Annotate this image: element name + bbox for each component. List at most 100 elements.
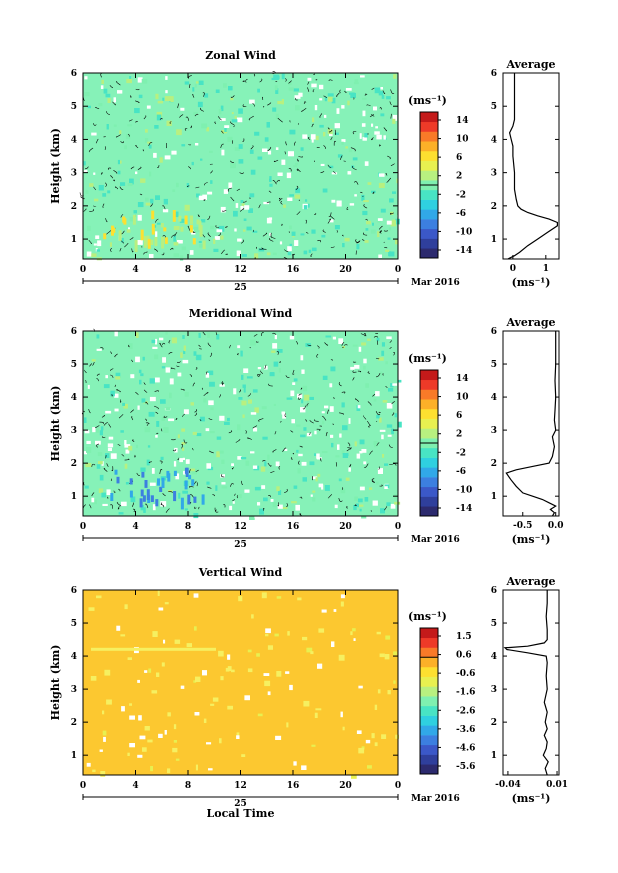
- field-cell: [275, 88, 279, 94]
- field-cell: [250, 339, 256, 346]
- average-title: Average: [505, 575, 555, 588]
- contour-line: [277, 502, 280, 507]
- contour-line: [298, 460, 300, 465]
- contour-line: [312, 89, 315, 93]
- field-cell: [102, 503, 108, 506]
- field-cell: [379, 653, 385, 658]
- field-cell: [250, 169, 256, 175]
- contour-line: [257, 373, 261, 377]
- contour-line: [379, 484, 383, 487]
- contour-line: [316, 147, 320, 149]
- field-cell: [371, 123, 374, 127]
- field-cell: [269, 176, 272, 182]
- field-cell: [301, 369, 305, 374]
- field-cell: [221, 486, 228, 489]
- field-cell: [180, 107, 185, 111]
- colorbar-segment: [420, 637, 438, 648]
- field-cell: [285, 671, 290, 674]
- contour-line: [89, 208, 94, 212]
- contour-line: [290, 430, 294, 433]
- contour-line: [208, 418, 213, 420]
- field-cell: [291, 231, 296, 236]
- field-cell: [224, 421, 230, 425]
- field-cell: [182, 359, 189, 364]
- field-cell: [276, 671, 282, 677]
- field-cell: [227, 654, 231, 660]
- contour-line: [154, 248, 158, 253]
- field-cell: [341, 450, 345, 455]
- field-cell: [267, 645, 273, 650]
- field-cell: [140, 489, 144, 497]
- contour-line: [132, 508, 136, 513]
- field-cell: [387, 237, 391, 240]
- field-cell: [256, 653, 260, 657]
- field-cell: [380, 113, 385, 117]
- field-cell: [164, 730, 167, 735]
- field-cell: [149, 171, 152, 177]
- contour-line: [229, 344, 232, 349]
- field-cell: [354, 194, 357, 197]
- field-cell: [293, 88, 299, 92]
- contour-line: [113, 490, 116, 493]
- field-cell: [341, 141, 344, 145]
- field-cell: [107, 443, 114, 448]
- field-cell: [177, 372, 182, 377]
- field-cell: [196, 354, 202, 361]
- field-cell: [124, 440, 127, 445]
- contour-line: [139, 193, 143, 196]
- field-cell: [154, 237, 158, 247]
- field-cell: [286, 397, 293, 400]
- contour-line: [103, 468, 108, 472]
- contour-line: [327, 218, 331, 224]
- field-cell: [342, 243, 345, 248]
- field-cell: [129, 703, 132, 706]
- contour-line: [154, 390, 159, 392]
- field-cell: [329, 406, 334, 412]
- field-cell: [193, 226, 200, 232]
- field-cell: [252, 230, 258, 233]
- contour-line: [258, 204, 261, 209]
- field-cell: [172, 189, 176, 192]
- field-cell: [361, 194, 365, 201]
- field-cell: [361, 515, 367, 519]
- colorbar-tick-label: -2: [456, 190, 466, 200]
- contour-line: [259, 78, 263, 83]
- field-cell: [118, 230, 122, 241]
- contour-line: [334, 129, 337, 135]
- contour-line: [307, 136, 311, 140]
- field-cell: [392, 383, 398, 386]
- contour-line: [202, 331, 206, 336]
- contour-line: [242, 138, 245, 142]
- field-cell: [189, 225, 193, 233]
- field-cell: [139, 379, 142, 385]
- field-cell: [244, 205, 250, 210]
- field-cell: [120, 182, 126, 186]
- field-cell: [137, 405, 140, 410]
- field-cell: [164, 602, 169, 605]
- field-cell: [380, 208, 386, 213]
- field-cell: [227, 136, 233, 142]
- contour-line: [203, 199, 206, 202]
- contour-line: [274, 431, 277, 435]
- field-cell: [165, 367, 171, 373]
- field-cell: [184, 215, 188, 225]
- field-cell: [311, 247, 317, 252]
- field-cell: [101, 492, 107, 498]
- contour-line: [153, 405, 159, 410]
- field-cell: [387, 434, 392, 437]
- field-cell: [146, 105, 151, 109]
- field-cell: [202, 240, 206, 250]
- contour-line: [96, 373, 100, 377]
- field-cell: [96, 464, 101, 469]
- field-cell: [324, 485, 330, 491]
- field-cell: [272, 252, 277, 256]
- contour-line: [293, 141, 296, 146]
- contour-line: [276, 351, 279, 355]
- contour-line: [356, 240, 361, 244]
- field-cell: [348, 418, 351, 424]
- contour-line: [385, 172, 388, 176]
- average-x-tick-label: -0.5: [513, 521, 532, 531]
- contour-line: [367, 371, 370, 374]
- field-cell: [378, 357, 384, 361]
- field-cell: [140, 504, 144, 511]
